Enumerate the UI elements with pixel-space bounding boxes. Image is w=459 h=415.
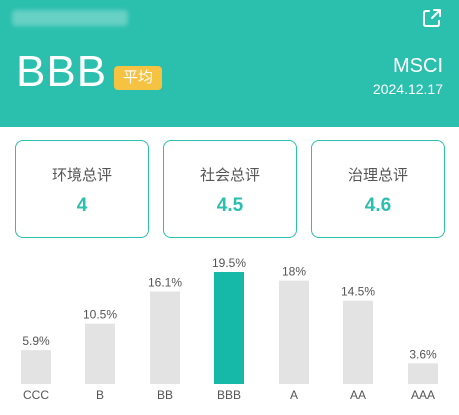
score-value: 4.5 [216, 195, 244, 216]
score-card-environment[interactable]: 环境总评 4 [15, 140, 149, 238]
bar-category-label: BB [157, 388, 173, 402]
score-value: 4 [76, 195, 88, 216]
score-value: 4.6 [364, 195, 392, 216]
bar-bbb [214, 272, 244, 384]
bar-value-label: 3.6% [409, 347, 437, 361]
bar-category-label: AAA [411, 388, 435, 402]
rating-distribution-chart: 5.9% CCC 10.5% B 16.1% BB 19.5% BBB 18% A 14.5% AA 3… [21, 256, 438, 402]
rating-date: 2024.12.17 [372, 81, 443, 97]
rating-header: BBB 平均 MSCI 2024.12.17 [0, 0, 459, 127]
score-card-governance[interactable]: 治理总评 4.6 [311, 140, 445, 238]
bar-value-label: 18% [282, 265, 306, 279]
bar-value-label: 5.9% [22, 334, 50, 348]
bar-category-label: CCC [23, 388, 49, 402]
score-label: 社会总评 [199, 167, 260, 184]
bar-aaa [408, 363, 438, 384]
bar-ccc [21, 350, 51, 384]
bar-category-label: BBB [217, 388, 241, 402]
bar-a [279, 280, 309, 384]
bar-value-label: 19.5% [212, 256, 246, 270]
score-card-social[interactable]: 社会总评 4.5 [163, 140, 297, 238]
bar-category-label: B [96, 388, 104, 402]
score-label: 治理总评 [347, 167, 408, 184]
bar-aa [343, 300, 373, 384]
bar-bb [150, 291, 180, 384]
bar-category-label: AA [350, 388, 366, 402]
rating-provider: MSCI [393, 55, 443, 77]
bar-b [85, 323, 115, 384]
bar-value-label: 16.1% [148, 276, 182, 290]
rating-level-badge: 平均 [114, 66, 162, 90]
score-label: 环境总评 [51, 167, 112, 184]
blurred-company-name [12, 10, 128, 26]
bar-value-label: 14.5% [341, 285, 375, 299]
esg-rating: BBB [16, 47, 108, 96]
share-button[interactable] [420, 6, 444, 30]
share-external-icon [423, 9, 441, 27]
bar-value-label: 10.5% [83, 308, 117, 322]
bar-category-label: A [290, 388, 298, 402]
